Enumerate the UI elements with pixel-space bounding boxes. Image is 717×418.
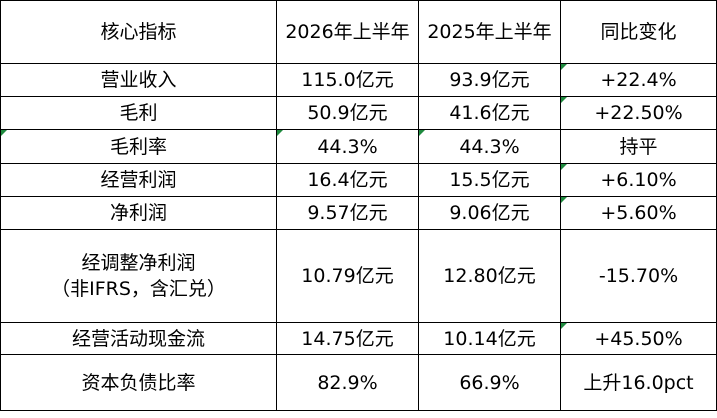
h1-2026-cell: 16.4亿元 [276, 163, 419, 197]
yoy-cell: +22.50% [560, 96, 717, 130]
table-row: 营业收入 115.0亿元 93.9亿元 +22.4% [0, 63, 717, 97]
yoy-cell: +22.4% [560, 63, 717, 97]
table-header-row: 核心指标 2026年上半年 2025年上半年 同比变化 [0, 0, 717, 64]
h1-2026-cell: 9.57亿元 [276, 196, 419, 230]
yoy-cell: 持平 [560, 129, 717, 164]
table-row: 经营利润 16.4亿元 15.5亿元 +6.10% [0, 163, 717, 197]
yoy-cell: 上升16.0pct [560, 354, 717, 411]
metric-line-2: （非IFRS，含汇兑） [51, 278, 226, 300]
metric-cell: 经营活动现金流 [0, 322, 277, 355]
yoy-cell: +6.10% [560, 163, 717, 197]
metric-line-1: 经调整净利润 [81, 252, 196, 274]
header-h1-2025: 2025年上半年 [418, 0, 561, 64]
metric-cell: 毛利 [0, 96, 277, 130]
header-h1-2026: 2026年上半年 [276, 0, 419, 64]
h1-2025-cell: 93.9亿元 [418, 63, 561, 97]
h1-2025-cell: 44.3% [418, 129, 561, 164]
metric-cell: 经调整净利润 （非IFRS，含汇兑） [0, 229, 277, 323]
table-row: 净利润 9.57亿元 9.06亿元 +5.60% [0, 196, 717, 230]
metric-cell: 毛利率 [0, 129, 277, 164]
h1-2026-cell: 50.9亿元 [276, 96, 419, 130]
h1-2026-cell: 14.75亿元 [276, 322, 419, 355]
yoy-cell: +5.60% [560, 196, 717, 230]
header-yoy: 同比变化 [560, 0, 717, 64]
h1-2025-cell: 66.9% [418, 354, 561, 411]
h1-2026-cell: 44.3% [276, 129, 419, 164]
metric-cell: 资本负债比率 [0, 354, 277, 411]
h1-2026-cell: 82.9% [276, 354, 419, 411]
h1-2025-cell: 9.06亿元 [418, 196, 561, 230]
h1-2025-cell: 12.80亿元 [418, 229, 561, 323]
metric-cell: 经营利润 [0, 163, 277, 197]
header-metric: 核心指标 [0, 0, 277, 64]
h1-2025-cell: 15.5亿元 [418, 163, 561, 197]
h1-2026-cell: 115.0亿元 [276, 63, 419, 97]
yoy-cell: +45.50% [560, 322, 717, 355]
table-row: 毛利 50.9亿元 41.6亿元 +22.50% [0, 96, 717, 130]
table-row: 经营活动现金流 14.75亿元 10.14亿元 +45.50% [0, 322, 717, 355]
metric-cell: 营业收入 [0, 63, 277, 97]
h1-2025-cell: 41.6亿元 [418, 96, 561, 130]
table-row: 毛利率 44.3% 44.3% 持平 [0, 129, 717, 164]
metric-cell: 净利润 [0, 196, 277, 230]
yoy-cell: -15.70% [560, 229, 717, 323]
h1-2026-cell: 10.79亿元 [276, 229, 419, 323]
table-row: 资本负债比率 82.9% 66.9% 上升16.0pct [0, 354, 717, 411]
h1-2025-cell: 10.14亿元 [418, 322, 561, 355]
table-row: 经调整净利润 （非IFRS，含汇兑） 10.79亿元 12.80亿元 -15.7… [0, 229, 717, 323]
